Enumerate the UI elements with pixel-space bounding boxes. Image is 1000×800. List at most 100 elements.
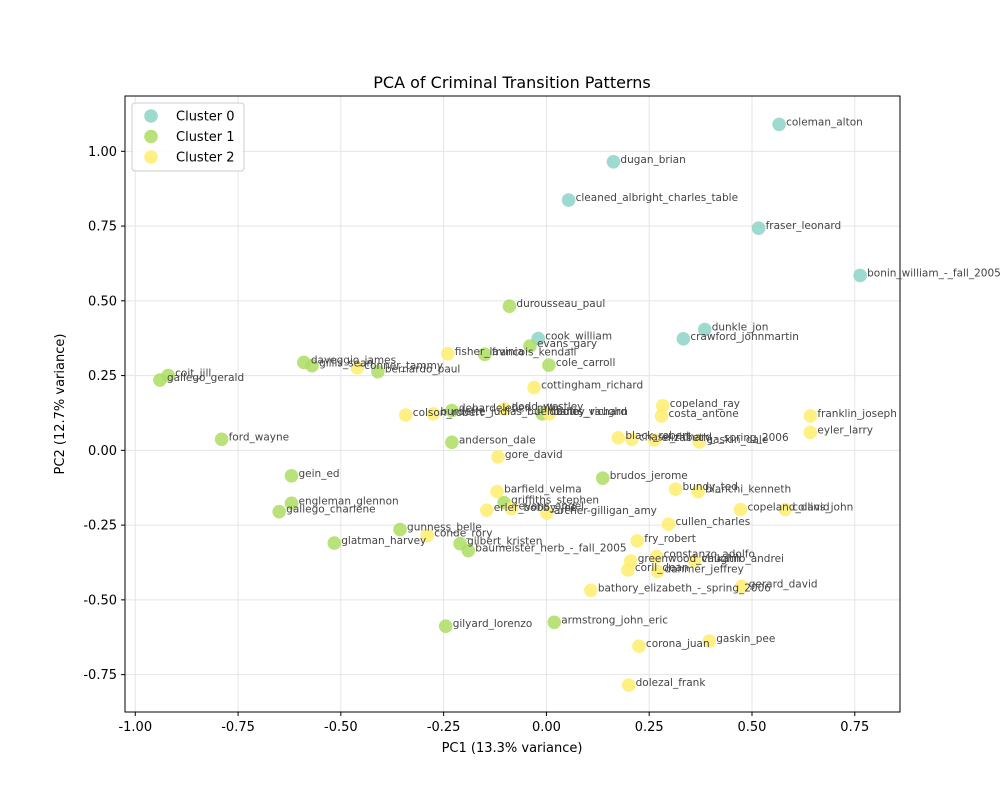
x-tick-label: 0.00 xyxy=(532,720,561,735)
data-point xyxy=(687,554,702,568)
point-labels: coleman_alton dugan_brian cleaned_albright… xyxy=(167,116,1000,689)
data-point-label: erler_bobby_joe xyxy=(494,502,577,514)
scatter-points xyxy=(153,117,867,692)
data-point-label: dodd_westley xyxy=(511,401,583,413)
data-point-label: griffiths_stephen xyxy=(511,495,599,507)
data-point xyxy=(445,403,459,418)
data-point-label: dahmer_jeffrey xyxy=(664,563,743,575)
x-tick-label: 0.25 xyxy=(635,720,664,735)
data-point xyxy=(272,504,286,519)
data-point-label: evans_gary xyxy=(537,338,597,350)
y-tick-label: 0.00 xyxy=(88,444,117,459)
data-point-label: bonin_william_-_fall_2005 xyxy=(867,267,1000,279)
data-point-label: gilyard_lorenzo xyxy=(453,618,533,630)
data-point xyxy=(542,358,556,372)
data-point-label: gillis_sean xyxy=(319,358,373,370)
data-point-label: gallego_gerald xyxy=(167,372,244,384)
data-point-label: dugan_brian xyxy=(620,154,685,166)
data-point xyxy=(350,361,365,375)
data-point-label: corona_juan xyxy=(646,638,710,650)
data-point xyxy=(497,402,512,416)
x-tick-label: -0.50 xyxy=(324,720,358,735)
data-point xyxy=(284,468,299,483)
data-point-label: ford_wayne xyxy=(229,431,290,443)
x-tick-label: -0.75 xyxy=(221,720,255,735)
chart-title: PCA of Criminal Transition Patterns xyxy=(373,73,650,92)
y-tick-label: 0.25 xyxy=(88,369,117,384)
data-point-label: bianchi_kenneth xyxy=(705,484,791,496)
data-point xyxy=(420,528,434,543)
data-point-label: armstrong_john_eric xyxy=(561,614,668,626)
data-point xyxy=(655,398,670,413)
data-point xyxy=(733,502,748,517)
data-point xyxy=(625,432,639,447)
data-point-label: corll_dean xyxy=(635,562,689,574)
x-tick-label: -1.00 xyxy=(118,720,152,735)
x-tick-label: -0.25 xyxy=(427,720,461,735)
y-axis-title: PC2 (12.7% variance) xyxy=(53,334,68,475)
data-point-label: elizabeth_-_spring_2006 xyxy=(662,432,789,444)
data-point-label: constanzo_adolfo xyxy=(664,549,755,561)
data-point-label: baumeister_herb_-_fall_2005 xyxy=(475,543,626,555)
data-point-label: costa_antone xyxy=(669,408,739,420)
data-point xyxy=(676,332,691,346)
data-point-label: cole_carroll xyxy=(556,357,616,369)
data-point xyxy=(632,639,646,654)
data-point-label: cottingham_richard xyxy=(541,380,643,392)
data-point-label: bathory_elizabeth_-_spring_2006 xyxy=(598,582,771,594)
data-point-label: eyler_larry xyxy=(817,424,873,436)
data-point xyxy=(547,615,562,630)
data-point xyxy=(630,534,645,548)
data-point-label: glatman_harvey xyxy=(341,535,426,547)
data-point-label: black_robert xyxy=(625,430,690,442)
data-point-label: brudos_jerome xyxy=(610,470,688,482)
y-axis-ticks: -0.75 -0.50 -0.25 0.00 0.25 0.50 0.75 1.00 xyxy=(83,145,125,683)
data-point-label: cleaned_albright_charles_table xyxy=(576,192,738,204)
data-point xyxy=(778,502,793,517)
data-point-label: francois_kendall xyxy=(492,346,577,358)
data-point xyxy=(440,346,455,361)
x-axis-ticks: -1.00 -0.75 -0.50 -0.25 0.00 0.25 0.50 0.75 xyxy=(118,712,869,735)
data-point-label: greenwood_vaughn xyxy=(638,553,741,565)
data-point-label: dudley_richard xyxy=(549,406,627,418)
data-point xyxy=(650,564,665,579)
data-point xyxy=(606,154,621,169)
data-point xyxy=(803,425,818,440)
data-point-label: copeland_david xyxy=(747,502,829,514)
data-point-label: durousseau_paul xyxy=(516,298,605,310)
y-tick-label: 0.50 xyxy=(88,294,117,309)
data-point xyxy=(702,634,717,648)
data-point xyxy=(853,268,867,283)
data-point-label: fraser_leonard xyxy=(766,220,842,232)
data-point-label: coleman_alton xyxy=(786,116,863,128)
data-point xyxy=(491,450,505,464)
data-point xyxy=(584,583,598,598)
data-point-label: bundy_ted xyxy=(683,481,738,493)
data-point-label: coit_jill xyxy=(175,368,211,380)
data-point-label: cullen_charles xyxy=(676,516,751,528)
data-point-label: gaskin_dale xyxy=(706,434,768,446)
data-point-label: gerard_david xyxy=(749,578,818,590)
data-point xyxy=(697,322,712,337)
data-point xyxy=(621,563,635,577)
data-point xyxy=(399,408,413,422)
data-point xyxy=(668,482,683,497)
data-point-label: debardeleben_mike xyxy=(459,403,562,415)
data-point xyxy=(477,347,492,362)
data-point xyxy=(504,501,519,516)
data-point xyxy=(523,339,537,353)
x-tick-label: 0.75 xyxy=(840,720,869,735)
data-point-label: gallego_charlene xyxy=(286,504,375,516)
data-point xyxy=(153,373,167,387)
data-point-label: fry_robert xyxy=(644,533,696,545)
data-point-label: collins_john xyxy=(792,502,853,514)
data-point xyxy=(371,364,385,379)
data-point xyxy=(734,579,749,594)
data-point-label: butts_vaughn xyxy=(556,406,628,418)
data-point-label: conner_tammy xyxy=(364,360,443,372)
legend-marker xyxy=(144,129,158,144)
data-point xyxy=(438,619,453,633)
data-point-label: conde_rory xyxy=(434,528,492,540)
y-tick-label: -0.25 xyxy=(83,519,117,534)
data-point-label: dunkle_jon xyxy=(712,322,769,334)
